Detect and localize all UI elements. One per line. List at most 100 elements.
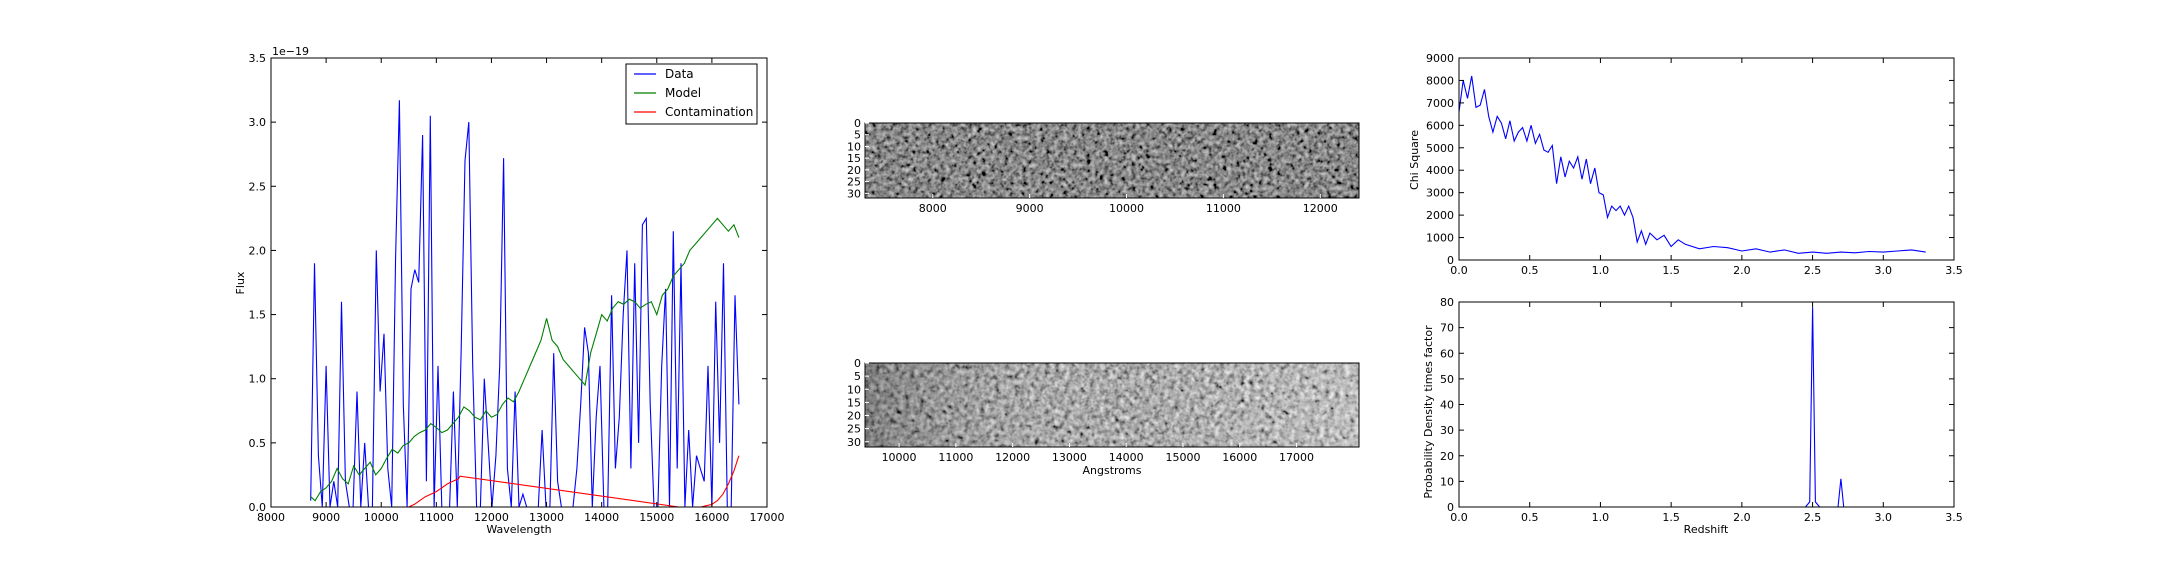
image2-frame <box>864 362 1360 448</box>
pdf-ytick-label: 80 <box>1440 296 1454 309</box>
spectrum-legend: Data Model Contamination <box>625 63 758 125</box>
image2-ytick-label: 0 <box>854 357 861 370</box>
image1-ytick-label: 25 <box>847 176 861 189</box>
image1-ytick-label: 10 <box>847 140 861 153</box>
chisq-xtick-label: 1.5 <box>1662 264 1680 277</box>
chisq-xtick-label: 3.5 <box>1945 264 1963 277</box>
chisq-ytick-label: 4000 <box>1426 164 1454 177</box>
spectrum-ytick-label: 2.0 <box>249 244 267 257</box>
chisq-frame <box>1458 57 1955 261</box>
chisq-ytick-label: 9000 <box>1426 52 1454 65</box>
legend-box <box>625 63 758 125</box>
chisq-xtick-label: 0.0 <box>1450 264 1468 277</box>
pdf-xtick-label: 3.5 <box>1945 511 1963 524</box>
image2-ytick-label: 10 <box>847 383 861 396</box>
pdf-xtick-label: 3.0 <box>1875 511 1893 524</box>
chisq-ytick-label: 5000 <box>1426 142 1454 155</box>
spectrum-xtick-label: 14000 <box>584 511 619 524</box>
image1-xtick-label: 8000 <box>919 202 947 215</box>
spectrum-series-data <box>310 100 740 507</box>
spectrum-xtick-label: 13000 <box>529 511 564 524</box>
image1-frame <box>864 122 1360 199</box>
image2-ytick-label: 15 <box>847 396 861 409</box>
chisq-ytick-label: 1000 <box>1426 232 1454 245</box>
image2-xtick-label: 17000 <box>1279 451 1314 464</box>
pdf-ylabel: Probability Density times factor <box>1422 325 1435 499</box>
chisq-panel: 0.0 0.5 1.0 1.5 2.0 2.5 3.0 3.5 0 1000 2000 3000 400… <box>1408 52 1963 277</box>
spectrum-xtick-label: 11000 <box>419 511 454 524</box>
spectrum-series-model <box>310 217 740 502</box>
spectrum-ytick-label: 2.5 <box>249 180 267 193</box>
chisq-ylabel: Chi Square <box>1408 130 1421 190</box>
image2-xtick-label: 11000 <box>938 451 973 464</box>
pdf-ytick-label: 60 <box>1440 347 1454 360</box>
image2-xtick-label: 15000 <box>1165 451 1200 464</box>
pdf-ytick-label: 30 <box>1440 424 1454 437</box>
chisq-xtick-label: 2.0 <box>1733 264 1751 277</box>
image1-xtick-label: 9000 <box>1016 202 1044 215</box>
pdf-xtick-label: 1.0 <box>1592 511 1610 524</box>
spectrum-ytick-label: 1.0 <box>249 373 267 386</box>
spectrum-ytick-label: 1.5 <box>249 309 267 322</box>
image1-ytick-label: 30 <box>847 187 861 200</box>
spectrum-ytick-label: 0.0 <box>249 501 267 514</box>
image1-ytick-label: 0 <box>854 117 861 130</box>
pdf-series-pdf <box>1459 307 1926 507</box>
image2-ytick-label: 20 <box>847 410 861 423</box>
legend-label-contamination: Contamination <box>665 105 753 119</box>
chisq-ytick-label: 2000 <box>1426 209 1454 222</box>
image2-xtick-label: 14000 <box>1109 451 1144 464</box>
image2-xtick-label: 16000 <box>1222 451 1257 464</box>
image1-xtick-label: 12000 <box>1303 202 1338 215</box>
spectrum-xlabel: Wavelength <box>486 523 551 536</box>
spectrum-ytick-label: 3.5 <box>249 52 267 65</box>
pdf-xtick-label: 0.5 <box>1521 511 1539 524</box>
spectrum-ytick-label: 3.0 <box>249 116 267 129</box>
image2-ytick-label: 25 <box>847 423 861 436</box>
image2-xlabel: Angstroms <box>1083 464 1142 477</box>
chisq-ytick-label: 0 <box>1447 254 1454 267</box>
legend-label-model: Model <box>665 86 701 100</box>
image1-ytick-label: 15 <box>847 152 861 165</box>
spectrum-series-contamination <box>408 455 740 507</box>
image2-xtick-label: 13000 <box>1052 451 1087 464</box>
chisq-ytick-label: 6000 <box>1426 119 1454 132</box>
spectrum-frame <box>270 57 768 508</box>
pdf-frame <box>1458 301 1955 508</box>
image1-pixels <box>865 123 1359 198</box>
spectrum-offset-text: 1e−19 <box>272 45 309 58</box>
image2-gradient <box>865 363 1359 447</box>
pdf-ytick-label: 20 <box>1440 450 1454 463</box>
image1-xtick-label: 11000 <box>1206 202 1241 215</box>
spectrum-ylabel: Flux <box>234 271 247 294</box>
image1-xtick-label: 10000 <box>1109 202 1144 215</box>
chisq-xtick-label: 2.5 <box>1804 264 1822 277</box>
pdf-xtick-label: 0.0 <box>1450 511 1468 524</box>
image2-panel: 10000 11000 12000 13000 14000 15000 16000 17000… <box>847 357 1360 477</box>
image2-ytick-label: 30 <box>847 436 861 449</box>
spectrum-plot-area: 8000 9000 10000 11000 12000 13000 14000 15000 16… <box>249 52 785 524</box>
legend-label-data: Data <box>665 67 694 81</box>
spectrum-xtick-label: 15000 <box>639 511 674 524</box>
spectrum-ytick-label: 0.5 <box>249 437 267 450</box>
pdf-ytick-label: 50 <box>1440 373 1454 386</box>
spectrum-panel: 1e−19 8000 9000 10000 11000 12000 13000 14000 1… <box>234 45 785 536</box>
spectrum-xtick-label: 17000 <box>750 511 785 524</box>
image1-ytick-label: 20 <box>847 164 861 177</box>
pdf-ytick-label: 10 <box>1440 475 1454 488</box>
chisq-ytick-label: 3000 <box>1426 187 1454 200</box>
pdf-ytick-label: 40 <box>1440 399 1454 412</box>
chisq-ytick-label: 8000 <box>1426 74 1454 87</box>
image2-ytick-label: 5 <box>854 370 861 383</box>
chisq-plot-area: 0.0 0.5 1.0 1.5 2.0 2.5 3.0 3.5 0 1000 2000 3000 400… <box>1426 52 1963 277</box>
pdf-xtick-label: 2.0 <box>1733 511 1751 524</box>
pdf-xlabel: Redshift <box>1684 523 1729 536</box>
pdf-ytick-label: 0 <box>1447 501 1454 514</box>
pdf-panel: 0.0 0.5 1.0 1.5 2.0 2.5 3.0 3.5 0 10 20 30 40 50 60 70 8… <box>1422 296 1963 536</box>
chisq-xtick-label: 0.5 <box>1521 264 1539 277</box>
chisq-xtick-label: 1.0 <box>1592 264 1610 277</box>
spectrum-xtick-label: 9000 <box>312 511 340 524</box>
